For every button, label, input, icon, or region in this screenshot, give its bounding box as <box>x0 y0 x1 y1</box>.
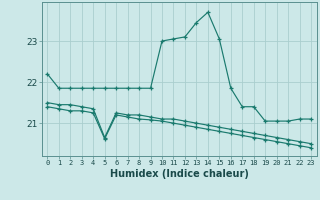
X-axis label: Humidex (Indice chaleur): Humidex (Indice chaleur) <box>110 169 249 179</box>
